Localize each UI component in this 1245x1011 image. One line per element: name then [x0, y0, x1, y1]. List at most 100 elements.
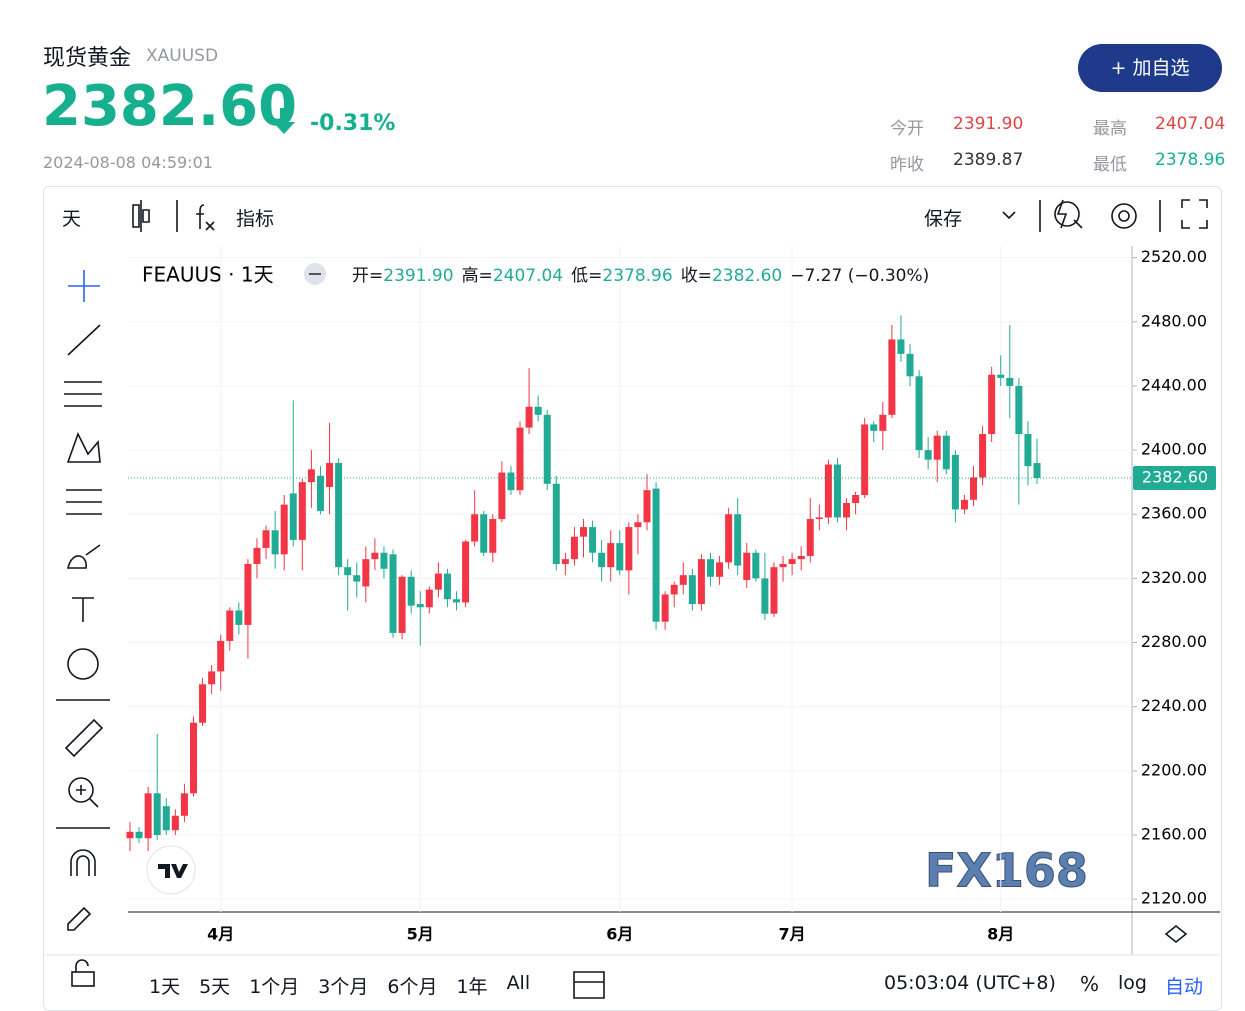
candle-body	[126, 831, 134, 839]
y-tick-label: 2360.00	[1141, 504, 1207, 523]
candle-body	[779, 563, 787, 568]
candle-body	[434, 573, 442, 590]
candle-body	[688, 575, 696, 605]
candle-body	[407, 576, 415, 606]
save-button[interactable]: 保存	[924, 208, 963, 230]
candle-body	[679, 575, 687, 585]
candle-body	[752, 552, 760, 579]
candle-body	[589, 527, 597, 553]
y-tick-label: 2320.00	[1141, 568, 1207, 587]
stat-value: 2407.04	[1155, 114, 1226, 134]
auto-toggle[interactable]: 自动	[1165, 976, 1204, 998]
add-watchlist-button[interactable]: + 加自选	[1078, 44, 1222, 92]
candle-body	[298, 482, 306, 540]
candle-body	[307, 469, 315, 483]
candle-body	[271, 530, 279, 555]
stat-value: 2389.87	[953, 150, 1024, 170]
range-button[interactable]: 6个月	[387, 976, 438, 998]
range-bar: 1天 5天 1个月 3个月 6个月 1年 All	[149, 972, 530, 999]
y-tick-label: 2480.00	[1141, 311, 1207, 330]
candle-body	[534, 406, 542, 415]
candle-body	[833, 464, 841, 518]
stat-label: 昨收	[890, 155, 924, 175]
candle-body	[906, 353, 914, 377]
tv-logo-mark	[158, 864, 188, 878]
tv-logo	[146, 845, 196, 895]
candle-body	[598, 552, 606, 568]
y-tick-label: 2120.00	[1141, 889, 1207, 908]
candle-body	[235, 610, 243, 625]
y-tick-label: 2280.00	[1141, 632, 1207, 651]
ohlc-legend: 高=	[462, 266, 493, 286]
last-price-tag	[1133, 465, 1216, 490]
title: 现货黄金	[43, 46, 132, 71]
candle-body	[888, 339, 896, 415]
candle-body	[870, 424, 878, 431]
ohlc-legend: 收=	[681, 266, 712, 286]
candle-body	[616, 543, 624, 571]
interval-button[interactable]: 天	[62, 208, 82, 230]
candle-body	[915, 376, 923, 451]
candle-body	[852, 494, 860, 504]
candle-body	[734, 514, 742, 566]
percent-toggle[interactable]: %	[1080, 972, 1100, 996]
candle-body	[344, 567, 352, 576]
watermark: FX168	[925, 844, 1088, 898]
y-tick-label: 2520.00	[1141, 247, 1207, 266]
candle-body	[180, 793, 188, 816]
stat-label: 最高	[1093, 119, 1127, 139]
candle-body	[153, 793, 161, 836]
candle-body	[253, 547, 261, 564]
candle-body	[543, 414, 551, 484]
candle-body	[706, 559, 714, 577]
range-button[interactable]: 1个月	[249, 976, 300, 998]
candle-body	[634, 522, 642, 528]
range-button[interactable]: All	[506, 972, 531, 994]
fx-icon	[196, 204, 215, 231]
clock: 05:03:04 (UTC+8)	[884, 972, 1056, 994]
candle-body	[661, 594, 669, 622]
range-button[interactable]: 3个月	[318, 976, 369, 998]
candle-body	[208, 671, 216, 685]
log-toggle[interactable]: log	[1118, 972, 1147, 994]
candle-body	[1006, 377, 1014, 386]
stat-label: 最低	[1093, 155, 1127, 175]
candle-body	[199, 684, 207, 723]
range-button[interactable]: 1天	[149, 976, 181, 998]
candle-body	[788, 559, 796, 564]
candle-body	[289, 493, 297, 540]
candle-body	[770, 567, 778, 614]
candle-body	[462, 541, 470, 603]
candle-body	[716, 562, 724, 577]
candle-body	[262, 530, 270, 548]
x-tick-label: 6月	[606, 925, 633, 944]
range-button[interactable]: 5天	[199, 976, 231, 998]
down-arrow	[273, 108, 295, 134]
stat-value: 2391.90	[953, 114, 1024, 134]
range-button[interactable]: 1年	[456, 976, 488, 998]
indicators-button[interactable]: 指标	[236, 208, 275, 230]
candle-body	[979, 434, 987, 478]
candle-body	[244, 563, 252, 625]
candle-body	[326, 462, 334, 487]
ohlc-legend: 2378.96	[602, 266, 672, 286]
candle-body	[924, 450, 932, 460]
candle-body	[226, 610, 234, 641]
candle-body	[1033, 463, 1041, 478]
y-tick-label: 2440.00	[1141, 375, 1207, 394]
candle-body	[425, 589, 433, 608]
candle-body	[371, 552, 379, 560]
candle-body	[806, 519, 814, 556]
candle-body	[135, 831, 143, 839]
candle-body	[498, 472, 506, 520]
candle-body	[643, 490, 651, 523]
x-tick-label: 4月	[207, 925, 234, 944]
candle-body	[398, 576, 406, 633]
candle-body	[507, 472, 515, 491]
candle-body	[897, 339, 905, 354]
candle-body	[217, 640, 225, 672]
candle-body	[335, 462, 343, 568]
candle-body	[997, 374, 1005, 378]
candle-body	[389, 554, 397, 633]
